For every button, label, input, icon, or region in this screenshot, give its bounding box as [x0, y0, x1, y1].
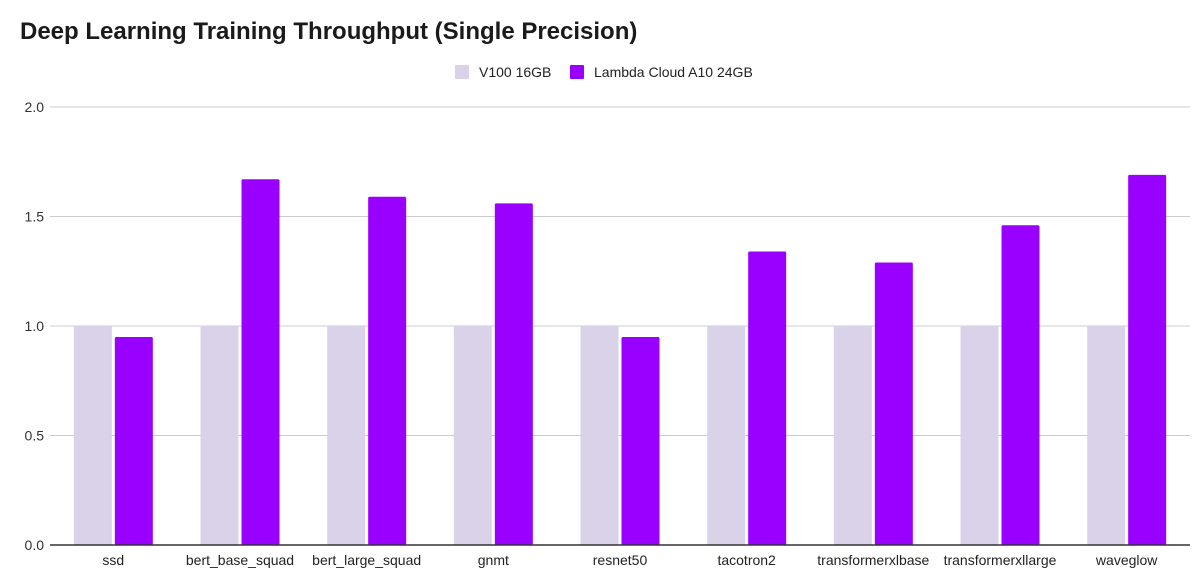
chart-title: Deep Learning Training Throughput (Singl… — [20, 18, 638, 45]
bar — [241, 179, 280, 545]
x-tick-label: transformerxllarge — [944, 552, 1057, 568]
x-tick-label: transformerxlbase — [817, 552, 929, 568]
x-tick-label: ssd — [102, 552, 124, 568]
x-tick-labels: ssd bert_base_squad bert_large_squad gnmt re… — [102, 552, 1158, 568]
y-tick-label: 2.0 — [25, 99, 45, 115]
legend-label: Lambda Cloud A10 24GB — [594, 64, 753, 80]
bar — [960, 326, 999, 545]
bar — [368, 196, 407, 546]
y-tick-label: 1.0 — [25, 318, 45, 334]
gridlines — [50, 106, 1190, 436]
x-tick-label: bert_base_squad — [186, 552, 294, 568]
bar — [494, 203, 533, 546]
bar — [621, 336, 660, 545]
bars — [73, 174, 1167, 546]
y-tick-labels: 0.0 0.5 1.0 1.5 2.0 — [25, 99, 45, 553]
bar — [1001, 225, 1040, 545]
x-tick-label: gnmt — [478, 552, 509, 568]
legend-swatch — [455, 65, 469, 79]
bar — [833, 326, 872, 545]
x-tick-label: bert_large_squad — [312, 552, 421, 568]
bar — [580, 326, 619, 545]
y-tick-label: 0.0 — [25, 537, 45, 553]
bar — [874, 262, 913, 545]
bar — [748, 251, 787, 546]
bar — [453, 326, 492, 545]
legend-label: V100 16GB — [479, 64, 551, 80]
y-tick-label: 0.5 — [25, 428, 45, 444]
y-tick-label: 1.5 — [25, 209, 45, 225]
bar — [327, 326, 366, 545]
bar — [114, 336, 153, 545]
x-tick-label: waveglow — [1095, 552, 1158, 568]
legend-swatch — [570, 65, 584, 79]
bar — [1087, 326, 1126, 545]
bar — [707, 326, 746, 545]
bar — [73, 326, 112, 545]
bar — [1128, 174, 1167, 545]
bar — [200, 326, 239, 545]
legend: V100 16GB Lambda Cloud A10 24GB — [455, 64, 753, 80]
x-tick-label: tacotron2 — [717, 552, 776, 568]
x-tick-label: resnet50 — [593, 552, 648, 568]
